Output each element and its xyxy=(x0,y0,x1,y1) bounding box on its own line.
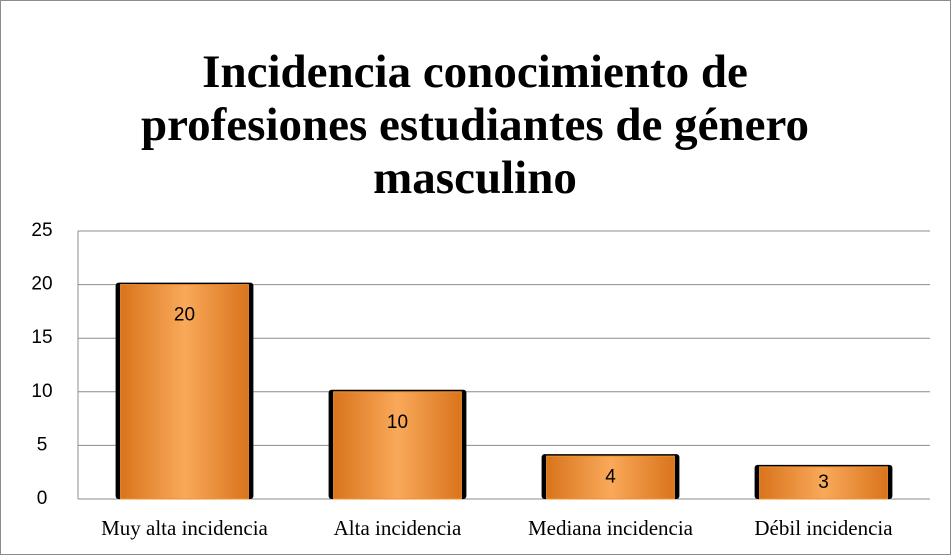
y-tick-label: 5 xyxy=(37,434,48,455)
chart-title: Incidencia conocimiento de profesiones e… xyxy=(140,46,809,204)
y-tick-label: 15 xyxy=(31,327,52,348)
data-label: 20 xyxy=(174,305,195,326)
x-tick-label: Muy alta incidencia xyxy=(101,516,268,540)
x-tick-label: Mediana incidencia xyxy=(528,516,694,540)
data-label: 4 xyxy=(605,467,616,488)
y-tick-label: 10 xyxy=(31,381,52,402)
bar xyxy=(759,466,888,500)
y-tick-label: 25 xyxy=(31,220,52,241)
bar xyxy=(546,455,675,500)
data-label: 3 xyxy=(818,472,829,493)
x-tick-label: Alta incidencia xyxy=(334,516,462,540)
x-tick-label: Débil incidencia xyxy=(754,516,893,540)
bar xyxy=(333,391,462,500)
y-tick-label: 0 xyxy=(37,488,48,509)
bar xyxy=(120,284,249,500)
y-tick-label: 20 xyxy=(31,274,52,295)
data-label: 10 xyxy=(387,412,408,433)
